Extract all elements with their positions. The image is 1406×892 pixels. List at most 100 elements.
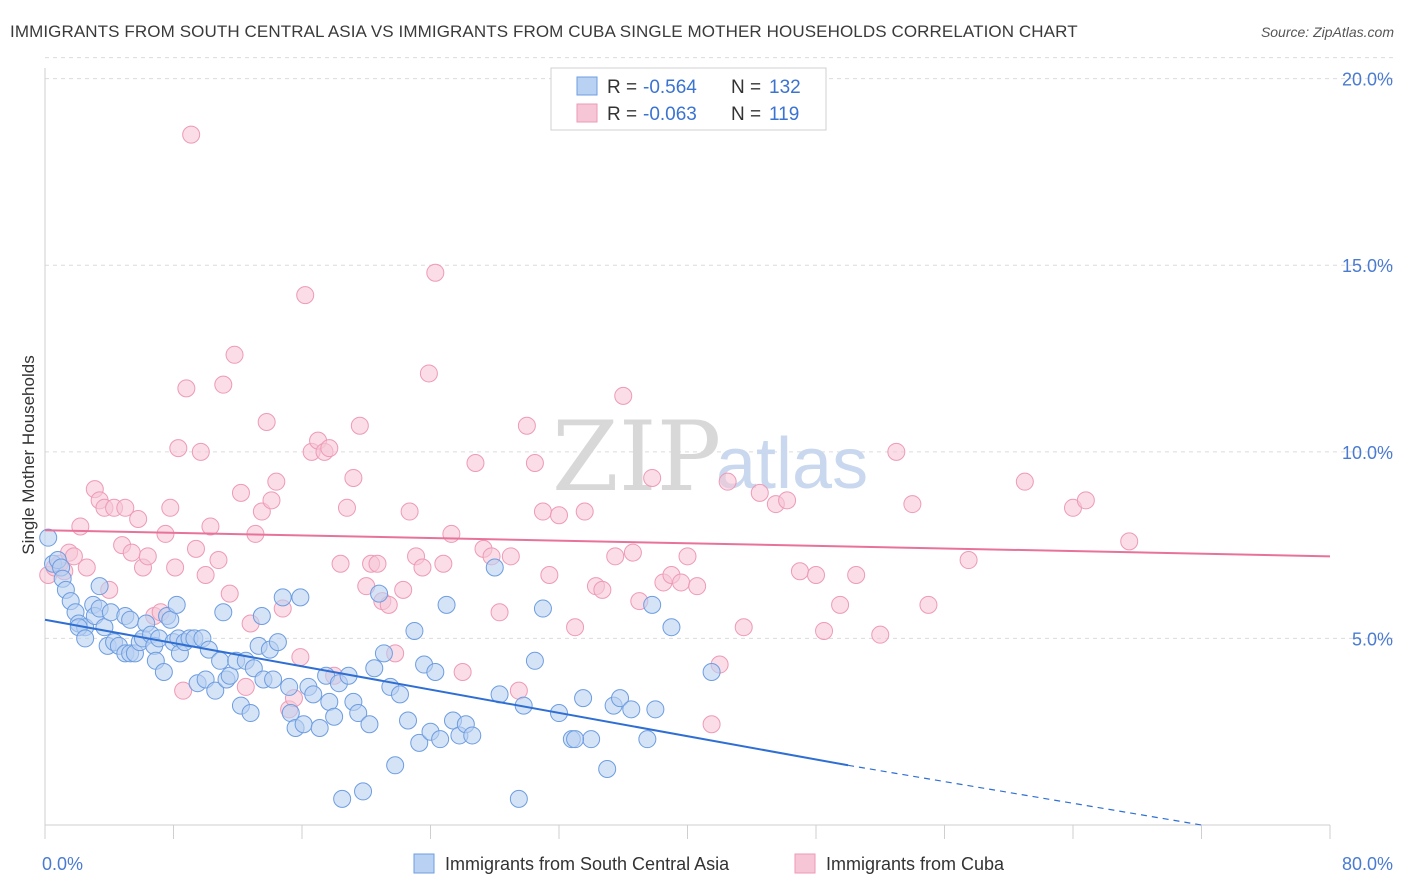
point-south-central-asia (90, 577, 109, 596)
point-cuba (138, 547, 157, 566)
watermark-zip: ZIP (552, 401, 721, 513)
point-south-central-asia (566, 730, 585, 749)
point-cuba (575, 502, 594, 521)
point-south-central-asia (386, 756, 405, 775)
bottom-legend-swatch-cuba (794, 853, 816, 874)
point-south-central-asia (121, 610, 140, 629)
point-south-central-asia (643, 595, 662, 614)
point-cuba (566, 618, 585, 637)
point-cuba (509, 681, 528, 700)
point-cuba (790, 562, 809, 581)
point-south-central-asia (268, 633, 287, 652)
trend-line-extension-south-central-asia (848, 764, 1202, 826)
x-tick-label-min: 0.0% (42, 854, 83, 874)
point-south-central-asia (533, 599, 552, 618)
point-cuba (847, 565, 866, 584)
point-south-central-asia (410, 733, 429, 752)
point-cuba (718, 472, 737, 491)
bottom-legend: Immigrants from South Central Asia Immig… (413, 853, 1005, 874)
point-cuba (413, 558, 432, 577)
point-south-central-asia (333, 789, 352, 808)
point-cuba (77, 558, 96, 577)
point-cuba (778, 491, 797, 510)
y-axis-label: Single Mother Households (19, 355, 38, 554)
point-south-central-asia (582, 730, 601, 749)
point-cuba (887, 442, 906, 461)
point-south-central-asia (525, 651, 544, 670)
point-cuba (400, 502, 419, 521)
point-south-central-asia (320, 692, 339, 711)
point-south-central-asia (280, 677, 299, 696)
point-cuba (442, 524, 461, 543)
watermark-atlas: atlas (716, 424, 868, 504)
bottom-legend-label-south-central-asia: Immigrants from South Central Asia (445, 854, 730, 874)
point-cuba (337, 498, 356, 517)
legend-r-label-1: R = (607, 77, 637, 98)
point-south-central-asia (310, 718, 329, 737)
point-cuba (815, 621, 834, 640)
point-cuba (750, 483, 769, 502)
x-tick-label-max: 80.0% (1342, 854, 1393, 874)
point-south-central-asia (241, 704, 260, 723)
point-cuba (550, 506, 568, 525)
point-cuba (182, 125, 201, 144)
point-south-central-asia (437, 595, 456, 614)
y-tick-label: 10.0% (1342, 443, 1393, 463)
point-south-central-asia (374, 644, 393, 663)
point-cuba (643, 468, 662, 487)
point-cuba (116, 498, 135, 517)
legend-swatch-cuba (576, 103, 598, 123)
trend-line-cuba (44, 529, 1331, 558)
point-south-central-asia (167, 595, 186, 614)
point-south-central-asia (154, 663, 173, 681)
point-cuba (490, 603, 509, 622)
point-cuba (186, 539, 205, 558)
point-cuba (871, 625, 890, 644)
point-cuba (919, 595, 938, 614)
point-cuba (678, 547, 697, 566)
point-cuba (525, 454, 544, 473)
point-cuba (71, 517, 90, 536)
point-cuba (702, 715, 721, 734)
point-south-central-asia (252, 607, 271, 626)
point-cuba (267, 472, 286, 491)
point-cuba (533, 502, 552, 521)
point-south-central-asia (304, 685, 323, 704)
legend-r-value-1: -0.564 (643, 77, 697, 98)
point-cuba (161, 498, 180, 517)
point-cuba (262, 491, 281, 510)
legend-swatch-south-central-asia (576, 76, 598, 96)
point-cuba (225, 345, 244, 364)
point-cuba (320, 439, 339, 458)
point-south-central-asia (370, 584, 389, 603)
point-south-central-asia (426, 663, 445, 681)
point-cuba (807, 565, 825, 584)
point-cuba (593, 580, 612, 599)
legend-n-value-1: 132 (769, 77, 801, 98)
point-cuba (1015, 472, 1034, 491)
point-south-central-asia (365, 659, 384, 678)
point-cuba (672, 573, 691, 592)
point-cuba (236, 677, 255, 696)
point-south-central-asia (399, 711, 418, 730)
point-cuba (426, 263, 445, 282)
point-cuba (209, 551, 228, 570)
point-south-central-asia (485, 558, 504, 577)
point-south-central-asia (354, 782, 373, 801)
point-south-central-asia (622, 700, 641, 719)
point-south-central-asia (431, 730, 450, 749)
y-tick-label: 20.0% (1342, 70, 1393, 90)
point-south-central-asia (325, 707, 344, 726)
point-south-central-asia (39, 528, 58, 547)
point-south-central-asia (161, 610, 180, 629)
point-south-central-asia (206, 681, 225, 700)
trend-lines (44, 529, 1331, 826)
point-cuba (606, 547, 625, 566)
point-cuba (129, 510, 148, 528)
point-cuba (501, 547, 520, 566)
point-cuba (344, 468, 363, 487)
point-south-central-asia (264, 670, 283, 689)
point-cuba (166, 558, 185, 577)
point-south-central-asia (598, 760, 617, 779)
